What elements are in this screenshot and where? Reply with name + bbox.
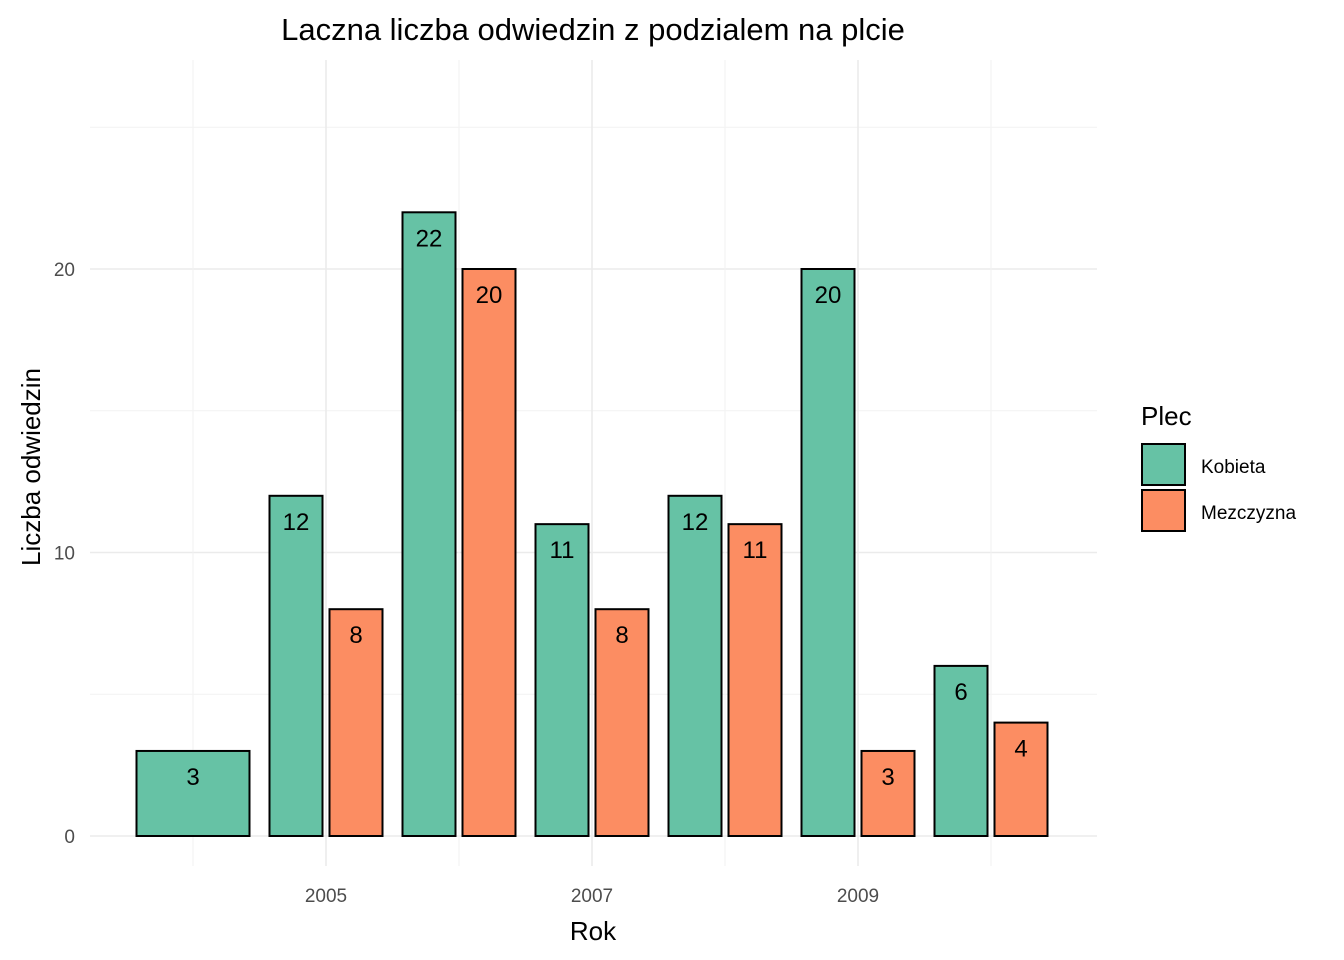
grid-lines xyxy=(90,60,1097,866)
bar-mezczyzna-2008 xyxy=(727,523,783,838)
y-tick-label-0: 0 xyxy=(64,827,75,848)
legend-key-mezczyzna xyxy=(1141,489,1186,532)
bar-kobieta-2008 xyxy=(667,494,723,837)
bar-kobieta-2005 xyxy=(268,494,324,837)
data-label-mezczyzna-2008: 11 xyxy=(743,537,768,564)
legend: Plec Kobieta Mezczyzna xyxy=(1141,401,1296,532)
data-label-kobieta-2007: 11 xyxy=(550,537,575,564)
bar-kobieta-2006 xyxy=(401,211,457,838)
y-tick-label-10: 10 xyxy=(54,544,75,565)
bar-mezczyzna-2006 xyxy=(461,268,517,837)
x-axis-title: Rok xyxy=(570,916,617,946)
bar-mezczyzna-2009 xyxy=(860,749,916,838)
legend-title: Plec xyxy=(1141,401,1192,431)
data-label-kobieta-2010: 6 xyxy=(954,679,967,706)
x-tick-label-2009: 2009 xyxy=(837,886,879,907)
axis-ticks-layer: 0 10 20 2005 2007 2009 xyxy=(54,260,879,907)
data-label-kobieta-2009: 20 xyxy=(815,282,842,309)
x-tick-label-2005: 2005 xyxy=(305,886,347,907)
data-label-mezczyzna-2005: 8 xyxy=(349,622,362,649)
bar-mezczyzna-2010 xyxy=(993,721,1049,837)
data-label-mezczyzna-2010: 4 xyxy=(1014,736,1027,763)
bar-mezczyzna-2007 xyxy=(594,608,650,838)
bar-kobieta-2004 xyxy=(135,749,251,838)
data-label-kobieta-2006: 22 xyxy=(416,225,443,252)
legend-label-kobieta: Kobieta xyxy=(1201,457,1266,478)
data-label-mezczyzna-2006: 20 xyxy=(476,282,503,309)
data-label-mezczyzna-2007: 8 xyxy=(615,622,628,649)
y-tick-label-20: 20 xyxy=(54,260,75,281)
legend-key-kobieta xyxy=(1141,443,1186,486)
bar-mezczyzna-2005 xyxy=(328,608,384,838)
bars-layer xyxy=(135,211,1049,838)
y-axis-title: Liczba odwiedzin xyxy=(16,368,46,566)
bar-kobieta-2007 xyxy=(534,523,590,838)
data-label-mezczyzna-2009: 3 xyxy=(881,764,894,791)
data-label-kobieta-2008: 12 xyxy=(682,509,709,536)
data-label-kobieta-2004: 3 xyxy=(186,764,199,791)
chart-title: Laczna liczba odwiedzin z podzialem na p… xyxy=(281,12,905,47)
data-label-kobieta-2005: 12 xyxy=(283,509,310,536)
bar-kobieta-2010 xyxy=(933,664,989,838)
legend-label-mezczyzna: Mezczyzna xyxy=(1201,503,1296,524)
data-labels-layer: 3 12 22 11 12 20 6 8 20 8 11 3 4 xyxy=(186,225,1027,791)
x-tick-label-2007: 2007 xyxy=(571,886,613,907)
bar-kobieta-2009 xyxy=(800,268,856,837)
